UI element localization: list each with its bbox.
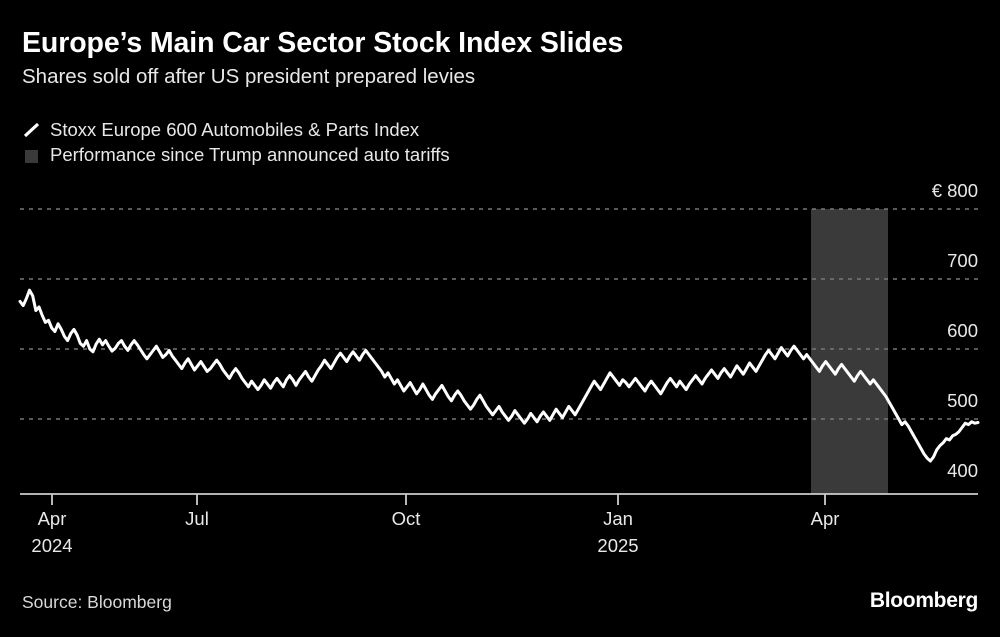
x-axis-label: Apr bbox=[811, 508, 840, 530]
y-axis-label: 700 bbox=[947, 250, 978, 271]
x-axis-label-month: Oct bbox=[391, 508, 421, 529]
x-axis-label-month: Jan bbox=[603, 508, 633, 529]
x-axis-label: Oct bbox=[392, 508, 421, 530]
y-axis-label: 500 bbox=[947, 390, 978, 411]
header: Europe’s Main Car Sector Stock Index Sli… bbox=[22, 26, 972, 90]
x-axis-label-year: 2025 bbox=[597, 535, 639, 556]
y-axis-label: 400 bbox=[947, 460, 978, 481]
shaded-region bbox=[811, 209, 888, 494]
page-title: Europe’s Main Car Sector Stock Index Sli… bbox=[22, 27, 624, 59]
series-group bbox=[18, 288, 980, 463]
bloomberg-logo: Bloomberg bbox=[869, 589, 978, 612]
legend-item-performance: Performance since Trump announced auto t… bbox=[22, 142, 922, 167]
shaded-region-group bbox=[811, 209, 888, 494]
legend-item-performance-label: Performance since Trump announced auto t… bbox=[50, 143, 450, 165]
y-axis-label: € 800 bbox=[931, 180, 978, 201]
legend-item-index: Stoxx Europe 600 Automobiles & Parts Ind… bbox=[22, 117, 922, 142]
x-axis-label-month: Apr bbox=[810, 508, 840, 529]
x-axis-label-month: Apr bbox=[37, 508, 67, 529]
legend: Stoxx Europe 600 Automobiles & Parts Ind… bbox=[22, 117, 922, 167]
gridlines-group bbox=[20, 208, 978, 420]
xticks-group bbox=[51, 494, 826, 505]
page-subtitle: Shares sold off after US president prepa… bbox=[22, 65, 476, 88]
x-axis-label: Apr 2024 bbox=[31, 508, 72, 557]
x-axis-label: Jan 2025 bbox=[597, 508, 638, 557]
line-slash-icon bbox=[22, 120, 42, 140]
x-axis-label-month: Jul bbox=[185, 508, 209, 529]
x-axis-label: Jul bbox=[185, 508, 209, 530]
source-note: Source: Bloomberg bbox=[22, 592, 172, 612]
legend-item-index-label: Stoxx Europe 600 Automobiles & Parts Ind… bbox=[50, 118, 420, 140]
gray-square-icon bbox=[22, 145, 42, 165]
y-axis-label: 600 bbox=[947, 320, 978, 341]
series-line bbox=[18, 288, 980, 463]
x-axis-label-year: 2024 bbox=[31, 535, 73, 556]
